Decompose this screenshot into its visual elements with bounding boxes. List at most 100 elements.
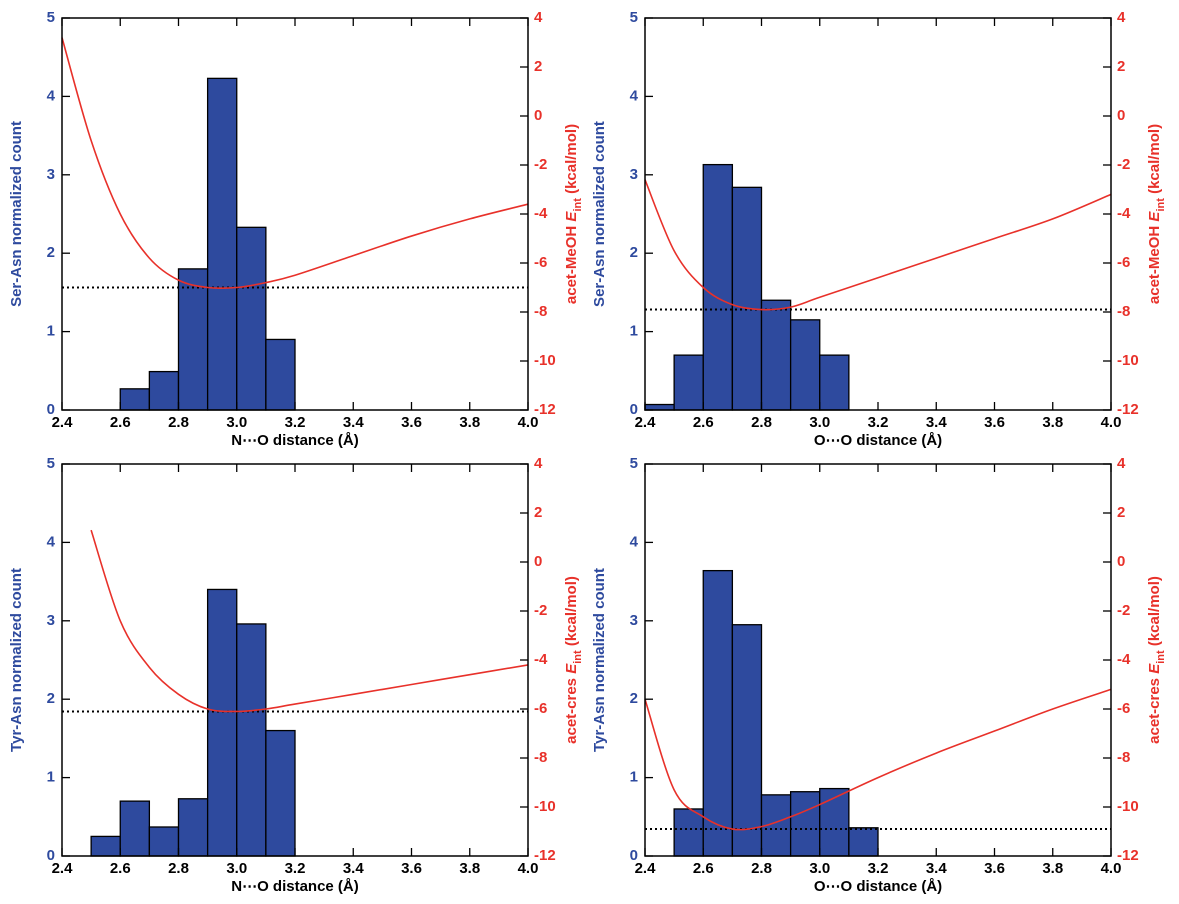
x-tick-label: 3.2 xyxy=(285,414,306,431)
x-tick-label: 3.2 xyxy=(868,414,889,431)
x-tick-label: 3.0 xyxy=(226,414,247,431)
x-axis-label: N⋯O distance (Å) xyxy=(231,432,359,449)
y2-axis-label-part: (kcal/mol) xyxy=(563,576,580,650)
histogram-bar xyxy=(236,623,267,857)
x-tick-label: 3.0 xyxy=(226,860,247,877)
y2-tick-label: -12 xyxy=(534,401,556,418)
y2-tick-label: 0 xyxy=(534,107,542,124)
x-tick-label: 3.4 xyxy=(343,414,365,431)
energy-curve xyxy=(644,688,1112,831)
histogram-bar xyxy=(90,835,121,857)
y2-tick-label: 0 xyxy=(1117,553,1125,570)
y-tick-label: 5 xyxy=(47,455,55,472)
y2-tick-label: -2 xyxy=(1117,156,1130,173)
y2-tick-label: -12 xyxy=(1117,847,1139,864)
x-tick-label: 3.6 xyxy=(401,414,422,431)
energy-curve xyxy=(61,37,529,290)
y2-axis-label-part: E xyxy=(563,663,580,674)
y-tick-label: 1 xyxy=(47,323,55,340)
y2-axis-label: acet-MeOH Eint (kcal/mol) xyxy=(1146,124,1167,304)
y-tick-label: 2 xyxy=(47,690,55,707)
y-axis-label: Ser-Asn normalized count xyxy=(591,121,608,307)
x-tick-label: 4.0 xyxy=(1101,860,1122,877)
y-tick-label: 2 xyxy=(47,244,55,261)
y2-axis-label-part: (kcal/mol) xyxy=(563,124,580,198)
histogram-bar xyxy=(760,299,792,411)
y2-tick-label: -10 xyxy=(1117,798,1139,815)
y2-axis-label-part: int xyxy=(1155,198,1167,212)
y2-axis-label: acet-cres Eint (kcal/mol) xyxy=(1146,576,1167,744)
y2-tick-label: 4 xyxy=(534,455,543,472)
x-tick-label: 3.4 xyxy=(926,414,948,431)
y-tick-label: 3 xyxy=(630,166,638,183)
y2-tick-label: -2 xyxy=(1117,602,1130,619)
y2-axis-label-part: int xyxy=(572,650,584,664)
y-tick-label: 1 xyxy=(630,323,638,340)
y-axis-label: Tyr-Asn normalized count xyxy=(8,568,25,752)
y2-tick-label: -8 xyxy=(1117,749,1130,766)
y2-tick-label: -4 xyxy=(534,651,548,668)
x-tick-label: 3.4 xyxy=(926,860,948,877)
histogram-bar xyxy=(148,826,180,857)
y2-tick-label: 2 xyxy=(534,58,542,75)
x-tick-label: 3.2 xyxy=(868,860,889,877)
x-tick-label: 3.6 xyxy=(984,414,1005,431)
y2-axis-label: acet-cres Eint (kcal/mol) xyxy=(563,576,584,744)
x-tick-label: 2.4 xyxy=(52,860,74,877)
x-tick-label: 3.8 xyxy=(459,860,480,877)
x-tick-label: 3.8 xyxy=(1042,860,1063,877)
y2-tick-label: -8 xyxy=(534,749,547,766)
histogram-bar xyxy=(119,388,151,411)
y2-tick-label: -6 xyxy=(1117,700,1130,717)
x-axis-label: O⋯O distance (Å) xyxy=(814,432,942,449)
y-tick-label: 2 xyxy=(630,244,638,261)
y-tick-label: 2 xyxy=(630,690,638,707)
y-tick-label: 4 xyxy=(47,533,56,550)
x-tick-label: 3.8 xyxy=(459,414,480,431)
y2-tick-label: -4 xyxy=(1117,651,1131,668)
histogram-bar xyxy=(731,186,763,411)
x-tick-label: 4.0 xyxy=(1101,414,1122,431)
x-tick-label: 3.6 xyxy=(401,860,422,877)
y-tick-label: 5 xyxy=(630,455,638,472)
y2-axis-label-part: E xyxy=(563,211,580,222)
histogram-bar xyxy=(789,319,821,411)
y-axis-label: Tyr-Asn normalized count xyxy=(591,568,608,752)
y2-axis-label-part: E xyxy=(1146,663,1163,674)
x-tick-label: 2.8 xyxy=(168,860,189,877)
y2-tick-label: -2 xyxy=(534,602,547,619)
y2-tick-label: -8 xyxy=(534,303,547,320)
y2-tick-label: -10 xyxy=(534,798,556,815)
y2-tick-label: 2 xyxy=(1117,58,1125,75)
x-tick-label: 3.6 xyxy=(984,860,1005,877)
x-tick-label: 2.4 xyxy=(635,414,657,431)
y2-tick-label: -4 xyxy=(1117,205,1131,222)
x-tick-label: 3.0 xyxy=(809,414,830,431)
histogram-bar xyxy=(206,77,238,411)
x-axis-label: O⋯O distance (Å) xyxy=(814,878,942,895)
x-tick-label: 3.2 xyxy=(285,860,306,877)
histogram-bar xyxy=(119,800,151,857)
y2-tick-label: 4 xyxy=(1117,9,1126,26)
y2-tick-label: -6 xyxy=(534,254,547,271)
y2-axis-label-part: E xyxy=(1146,211,1163,222)
y-tick-label: 5 xyxy=(630,9,638,26)
y2-axis-label-part: acet-cres xyxy=(1146,674,1163,744)
histogram-bar xyxy=(236,226,267,411)
y2-tick-label: -12 xyxy=(1117,401,1139,418)
y2-tick-label: 0 xyxy=(1117,107,1125,124)
x-tick-label: 3.8 xyxy=(1042,414,1063,431)
x-tick-label: 4.0 xyxy=(518,414,539,431)
x-tick-label: 2.8 xyxy=(168,414,189,431)
x-tick-label: 2.6 xyxy=(110,414,131,431)
y-tick-label: 1 xyxy=(630,769,638,786)
x-tick-label: 2.6 xyxy=(693,860,714,877)
energy-curve xyxy=(644,179,1112,311)
y2-tick-label: 4 xyxy=(534,9,543,26)
x-tick-label: 2.6 xyxy=(110,860,131,877)
y-tick-label: 0 xyxy=(630,401,638,418)
y2-tick-label: -8 xyxy=(1117,303,1130,320)
y2-tick-label: -10 xyxy=(1117,352,1139,369)
